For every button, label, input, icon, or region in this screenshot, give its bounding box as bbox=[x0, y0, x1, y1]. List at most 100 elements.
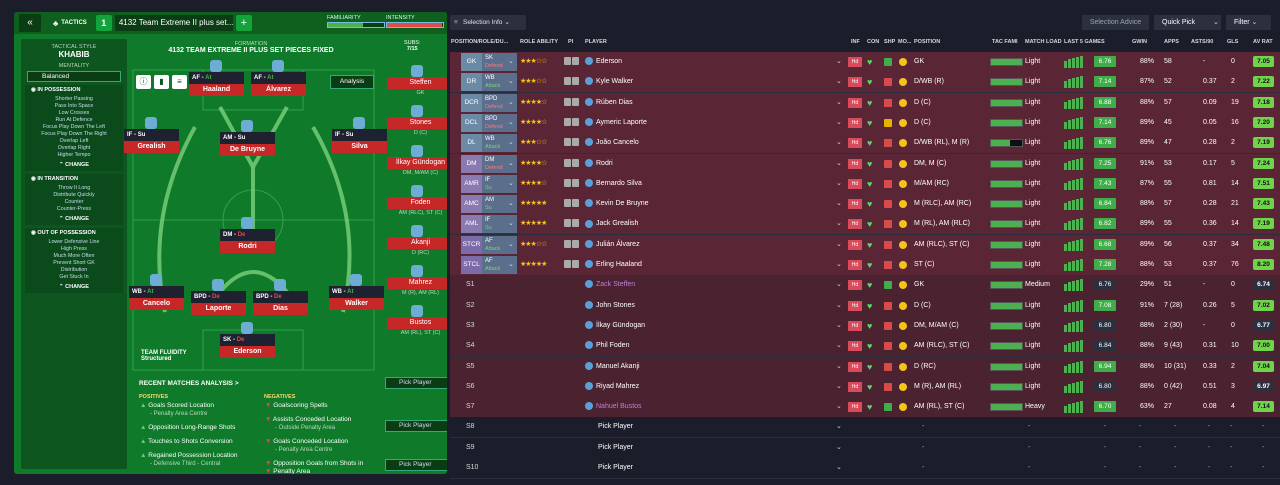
player-name-cell[interactable]: Kevin De Bruyne bbox=[585, 194, 649, 214]
pi-icon[interactable] bbox=[572, 219, 579, 228]
chevron-down-icon[interactable]: ⌄ bbox=[508, 220, 514, 228]
pitch-player-card[interactable]: WB - At Cancelo bbox=[129, 286, 184, 311]
player-name[interactable]: Dias bbox=[253, 303, 308, 315]
team-fluidity-value[interactable]: Structured bbox=[141, 356, 172, 362]
pi-icon[interactable] bbox=[572, 199, 579, 208]
pitch-player-card[interactable]: AM - Su De Bruyne bbox=[220, 132, 275, 157]
sub-player-name[interactable]: Mahrez bbox=[387, 277, 447, 289]
sub-player-card[interactable]: Foden AM (RLC), ST (C) bbox=[387, 197, 447, 218]
table-row[interactable]: S4 Phil Foden ⌄ Hd ♥ AM (RLC), ST (C) Light 6.8… bbox=[450, 336, 1280, 357]
player-name[interactable]: Álvarez bbox=[251, 84, 306, 96]
player-name[interactable]: Aymeric Laporte bbox=[596, 118, 647, 126]
player-role[interactable]: AF - At bbox=[189, 72, 244, 84]
player-name-cell[interactable]: João Cancelo bbox=[585, 133, 639, 153]
chevron-down-icon[interactable]: ⌄ bbox=[1213, 19, 1219, 26]
chevron-down-icon[interactable]: ⌄ bbox=[508, 179, 514, 187]
table-row[interactable]: DCR BPD Defend ⌄ ★★★★☆ Rúben Dias ⌄ Hd ♥ D (C) Lig… bbox=[450, 92, 1280, 113]
player-name-cell[interactable]: İlkay Gündogan bbox=[585, 316, 645, 336]
table-row[interactable]: STCL AF Attack ⌄ ★★★★★ Erling Haaland ⌄ Hd ♥ ST (… bbox=[450, 255, 1280, 275]
sub-player-name[interactable]: Stones bbox=[387, 117, 447, 129]
chevron-down-icon[interactable]: ⌄ bbox=[836, 78, 842, 86]
tactic-slot-button[interactable]: 1 bbox=[95, 15, 112, 31]
chevron-down-icon[interactable]: ⌄ bbox=[508, 200, 514, 208]
sub-player-card[interactable]: Akanji D (RC) bbox=[387, 237, 447, 258]
pick-player-label[interactable]: Pick Player bbox=[598, 443, 634, 451]
change-in-possession-button[interactable]: ⌃ CHANGE bbox=[25, 162, 123, 168]
role-duty-select[interactable]: WB Attack bbox=[482, 73, 517, 92]
col-role-ability[interactable]: ROLE ABILITY bbox=[520, 39, 558, 45]
player-name[interactable]: Erling Haaland bbox=[596, 261, 642, 268]
player-name[interactable]: Phil Foden bbox=[596, 342, 630, 350]
player-name[interactable]: Rúben Dias bbox=[596, 98, 633, 106]
chevron-down-icon[interactable]: ⌄ bbox=[836, 98, 842, 106]
pi-icon[interactable] bbox=[572, 239, 579, 248]
pi-icon[interactable] bbox=[572, 178, 579, 187]
pi-icon[interactable] bbox=[564, 117, 571, 126]
table-row[interactable]: S2 John Stones ⌄ Hd ♥ D (C) Light 7.08 91% 7 (28)… bbox=[450, 295, 1280, 316]
position-slot[interactable]: GK bbox=[461, 53, 482, 71]
player-name[interactable]: Riyad Mahrez bbox=[596, 382, 640, 390]
table-row[interactable]: DM DM Defend ⌄ ★★★★☆ Rodri ⌄ Hd ♥ DM, M (C) Light 7… bbox=[450, 153, 1280, 174]
chevron-down-icon[interactable]: ⌄ bbox=[508, 78, 514, 86]
player-name[interactable]: Kevin De Bruyne bbox=[596, 200, 649, 208]
table-row[interactable]: S5 Manuel Akanji ⌄ Hd ♥ D (RC) Light 6.94 88% 10 … bbox=[450, 356, 1280, 377]
tactic-select[interactable]: 4132 Team Extreme II plus set... bbox=[114, 15, 233, 31]
chevron-down-icon[interactable]: ⌄ bbox=[836, 403, 842, 411]
quick-pick-button[interactable]: Quick Pick ⌄ bbox=[1154, 15, 1221, 30]
col-pi[interactable]: PI bbox=[568, 39, 574, 45]
player-role[interactable]: DM - De bbox=[220, 229, 275, 241]
chevron-down-icon[interactable]: ⌄ bbox=[836, 362, 842, 370]
role-duty-select[interactable]: AM Su bbox=[482, 195, 517, 214]
chevron-down-icon[interactable]: ⌄ bbox=[836, 443, 842, 451]
pick-player-select[interactable]: Pick Player bbox=[385, 420, 447, 432]
position-slot[interactable]: AMC bbox=[461, 195, 482, 214]
sub-player-name[interactable]: Steffen bbox=[387, 77, 447, 89]
col-motivation[interactable]: MO... bbox=[898, 39, 912, 45]
sub-player-name[interactable]: İlkay Gündogan bbox=[387, 157, 447, 169]
player-name[interactable]: John Stones bbox=[596, 301, 635, 309]
player-name[interactable]: Ederson bbox=[596, 58, 623, 65]
col-last-5-games[interactable]: LAST 5 GAMES bbox=[1064, 39, 1105, 45]
player-name[interactable]: Rodri bbox=[596, 159, 613, 167]
role-duty-select[interactable]: AF Attack bbox=[482, 235, 517, 254]
player-role[interactable]: WB - At bbox=[329, 286, 384, 298]
table-row[interactable]: DR WB Attack ⌄ ★★★☆☆ Kyle Walker ⌄ Hd ♥ D/WB (R) L… bbox=[450, 72, 1280, 93]
player-name-cell[interactable]: Erling Haaland bbox=[585, 255, 642, 275]
player-role[interactable]: AM - Su bbox=[220, 132, 275, 144]
player-name[interactable]: Grealish bbox=[124, 141, 179, 153]
col-shp[interactable]: SHP bbox=[884, 39, 896, 45]
pi-icon[interactable] bbox=[564, 178, 571, 187]
pi-icon[interactable] bbox=[564, 239, 571, 248]
pitch-player-card[interactable]: AF - At Haaland bbox=[189, 72, 244, 97]
chevron-down-icon[interactable]: ⌄ bbox=[836, 423, 842, 431]
player-name-cell[interactable]: Bernardo Silva bbox=[585, 174, 642, 194]
chevron-down-icon[interactable]: ⌄ bbox=[508, 139, 514, 147]
pitch-player-card[interactable]: BPD - De Dias bbox=[253, 291, 308, 316]
player-name[interactable]: Manuel Akanji bbox=[596, 362, 640, 370]
player-name-cell[interactable]: Manuel Akanji bbox=[585, 357, 640, 377]
col-position-role-duty[interactable]: POSITION/ROLE/DU... bbox=[451, 39, 509, 45]
pick-player-select[interactable]: Pick Player bbox=[385, 459, 447, 471]
pi-icon[interactable] bbox=[564, 57, 571, 65]
player-name[interactable]: Jack Grealish bbox=[596, 220, 639, 228]
pi-icon[interactable] bbox=[564, 138, 571, 147]
player-name[interactable]: Haaland bbox=[189, 84, 244, 96]
chevron-down-icon[interactable]: ⌄ bbox=[508, 98, 514, 106]
col-gwin[interactable]: GWIN bbox=[1132, 39, 1147, 45]
chevron-down-icon[interactable]: ⌄ bbox=[836, 321, 842, 329]
formation-select[interactable]: 4132 TEAM EXTREME II PLUS SET PIECES FIX… bbox=[168, 47, 334, 54]
table-row[interactable]: STCR AF Attack ⌄ ★★★☆☆ Julián Álvarez ⌄ Hd ♥ AM (… bbox=[450, 234, 1280, 255]
pi-icon[interactable] bbox=[572, 138, 579, 147]
col-gls[interactable]: GLS bbox=[1227, 39, 1239, 45]
chevron-down-icon[interactable]: ⌄ bbox=[836, 240, 842, 248]
col-player[interactable]: PLAYER bbox=[585, 39, 607, 45]
pitch-player-card[interactable]: SK - De Ederson bbox=[220, 334, 275, 359]
sub-player-card[interactable]: Mahrez M (R), AM (RL) bbox=[387, 277, 447, 298]
pitch-player-card[interactable]: BPD - De Laporte bbox=[191, 291, 246, 316]
role-duty-select[interactable]: SK Defend bbox=[482, 53, 517, 71]
pi-icon[interactable] bbox=[572, 158, 579, 167]
pi-icon[interactable] bbox=[572, 97, 579, 106]
player-role[interactable]: IF - Su bbox=[332, 129, 387, 141]
sub-player-name[interactable]: Bustos bbox=[387, 317, 447, 329]
role-duty-select[interactable]: BPD Defend bbox=[482, 113, 517, 132]
